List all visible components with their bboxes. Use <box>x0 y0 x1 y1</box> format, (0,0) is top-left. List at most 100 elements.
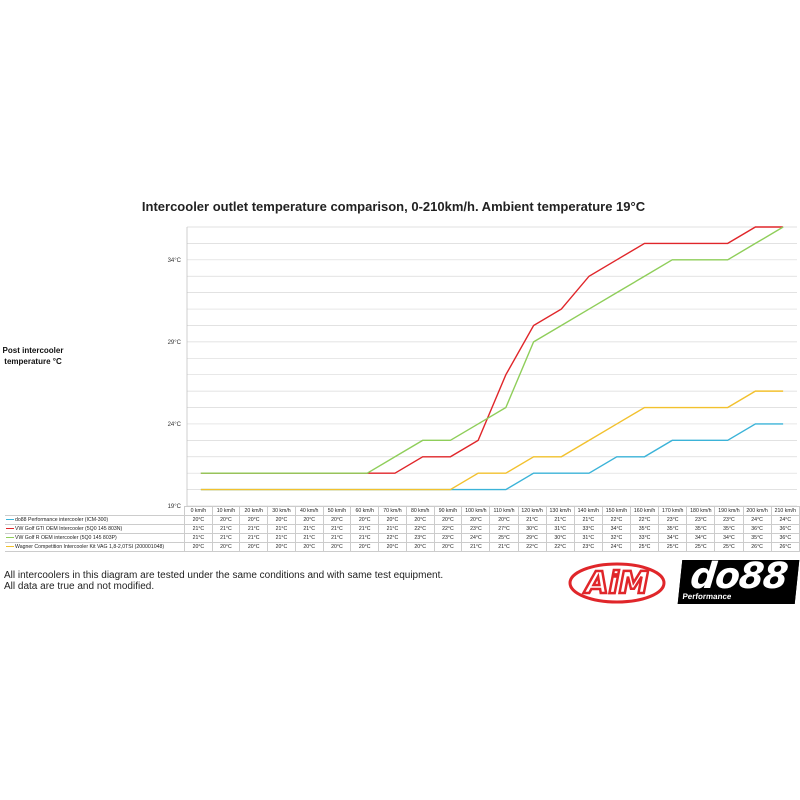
data-label: 21°C <box>211 533 241 543</box>
data-label: 22°C <box>545 542 575 552</box>
data-table: 0 km/h 10 km/h 20 km/h 30 km/h 40 km/h 50 km/… <box>5 506 800 552</box>
data-label: 21°C <box>184 533 213 543</box>
data-label: 20°C <box>184 515 213 525</box>
data-label: 20°C <box>378 542 407 552</box>
legend-swatch <box>6 537 14 539</box>
data-label: 36°C <box>742 524 772 534</box>
data-label: 21°C <box>378 524 407 534</box>
legend-entry: do88 Performance intercooler (ICM-300) <box>5 515 186 525</box>
data-label: 21°C <box>267 533 296 543</box>
data-label: 21°C <box>239 524 269 534</box>
data-label: 20°C <box>378 515 407 525</box>
data-label: 35°C <box>742 533 772 543</box>
data-label: 20°C <box>211 515 241 525</box>
legend-entry: VW Golf GTI OEM Intercooler (5Q0 145 803… <box>5 524 186 534</box>
x-tick-label: 40 km/h <box>294 506 324 516</box>
table-row: VW Golf R OEM intercooler (5Q0 145 803P)… <box>5 533 800 543</box>
data-label: 20°C <box>267 515 296 525</box>
footer-note: All intercoolers in this diagram are tes… <box>4 570 443 592</box>
data-label: 20°C <box>211 542 241 552</box>
data-label: 36°C <box>770 524 800 534</box>
svg-text:AiM: AiM <box>583 566 649 601</box>
data-label: 34°C <box>686 533 716 543</box>
data-label: 20°C <box>433 542 463 552</box>
data-label: 20°C <box>405 542 435 552</box>
data-label: 21°C <box>184 524 213 534</box>
y-tick-label: 29°C <box>168 340 182 346</box>
data-label: 20°C <box>322 515 352 525</box>
data-label: 23°C <box>433 533 463 543</box>
data-label: 35°C <box>658 524 688 534</box>
legend-label: VW Golf GTI OEM Intercooler (5Q0 145 803… <box>15 526 123 532</box>
data-label: 21°C <box>322 533 352 543</box>
legend-entry: Wagner Competition Intercooler Kit VAG 1… <box>5 542 186 552</box>
x-tick-label: 10 km/h <box>211 506 241 516</box>
data-label: 24°C <box>770 515 800 525</box>
data-label: 21°C <box>350 533 380 543</box>
x-tick-label: 200 km/h <box>742 506 772 516</box>
data-label: 34°C <box>658 533 688 543</box>
data-label: 21°C <box>267 524 296 534</box>
data-label: 35°C <box>686 524 716 534</box>
data-label: 21°C <box>322 524 352 534</box>
x-tick-label: 140 km/h <box>573 506 603 516</box>
data-label: 21°C <box>489 542 519 552</box>
series-line-1 <box>200 226 784 474</box>
data-label: 25°C <box>630 542 660 552</box>
data-label: 26°C <box>742 542 772 552</box>
legend-swatch <box>6 546 14 548</box>
data-label: 24°C <box>601 542 632 552</box>
y-tick-label: 24°C <box>168 422 182 428</box>
y-tick-label: 34°C <box>168 258 182 264</box>
x-tick-label: 100 km/h <box>461 506 491 516</box>
data-label: 21°C <box>461 542 491 552</box>
table-row: do88 Performance intercooler (ICM-300) 20… <box>5 515 800 525</box>
x-tick-label: 90 km/h <box>433 506 463 516</box>
aim-logo: AiM <box>568 562 666 604</box>
legend-swatch <box>6 519 14 521</box>
data-label: 21°C <box>517 515 547 525</box>
series-line-3 <box>200 390 784 491</box>
x-tick-label: 180 km/h <box>686 506 716 516</box>
data-label: 22°C <box>601 515 632 525</box>
x-tick-label: 110 km/h <box>489 506 519 516</box>
data-label: 35°C <box>630 524 660 534</box>
legend-label: Wagner Competition Intercooler Kit VAG 1… <box>15 544 165 550</box>
data-label: 24°C <box>742 515 772 525</box>
data-label: 23°C <box>461 524 491 534</box>
data-label: 34°C <box>601 524 632 534</box>
legend-swatch <box>6 528 14 530</box>
x-tick-label: 60 km/h <box>350 506 380 516</box>
data-label: 26°C <box>770 542 800 552</box>
data-label: 23°C <box>405 533 435 543</box>
x-tick-label: 130 km/h <box>545 506 575 516</box>
data-label: 22°C <box>517 542 547 552</box>
data-label: 22°C <box>433 524 463 534</box>
x-tick-label: 210 km/h <box>770 506 800 516</box>
data-label: 20°C <box>350 542 380 552</box>
data-label: 20°C <box>322 542 352 552</box>
data-label: 27°C <box>489 524 519 534</box>
x-tick-label: 120 km/h <box>517 506 547 516</box>
data-label: 20°C <box>350 515 380 525</box>
data-label: 20°C <box>461 515 491 525</box>
data-label: 20°C <box>239 515 269 525</box>
data-label: 25°C <box>714 542 744 552</box>
x-tick-label: 70 km/h <box>378 506 407 516</box>
x-tick-label: 160 km/h <box>630 506 660 516</box>
data-label: 22°C <box>630 515 660 525</box>
data-label: 31°C <box>573 533 603 543</box>
do88-logo: do88 Performance <box>677 556 800 604</box>
data-label: 20°C <box>433 515 463 525</box>
data-label: 35°C <box>714 524 744 534</box>
table-row: Wagner Competition Intercooler Kit VAG 1… <box>5 542 800 552</box>
x-tick-label: 30 km/h <box>267 506 296 516</box>
y-axis-label: Post intercooler temperature °C <box>2 346 64 366</box>
data-label: 34°C <box>714 533 744 543</box>
data-label: 21°C <box>239 533 269 543</box>
x-tick-label: 190 km/h <box>714 506 744 516</box>
data-label: 23°C <box>686 515 716 525</box>
data-label: 23°C <box>573 542 603 552</box>
series-line-2 <box>200 226 784 474</box>
data-label: 29°C <box>517 533 547 543</box>
